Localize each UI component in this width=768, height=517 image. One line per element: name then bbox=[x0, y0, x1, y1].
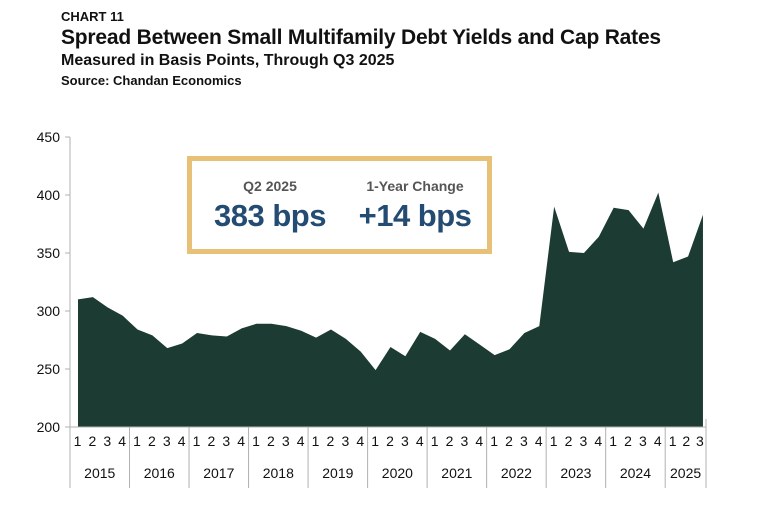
quarter-tick-label: 4 bbox=[237, 433, 245, 449]
quarter-tick-label: 3 bbox=[639, 433, 647, 449]
quarter-tick-label: 4 bbox=[178, 433, 186, 449]
quarter-tick-label: 2 bbox=[682, 433, 690, 449]
quarter-tick-label: 4 bbox=[297, 433, 305, 449]
year-tick-label: 2015 bbox=[84, 465, 115, 481]
callout-change: 1-Year Change +14 bps bbox=[340, 161, 490, 234]
quarter-tick-label: 1 bbox=[609, 433, 617, 449]
quarter-tick-label: 4 bbox=[118, 433, 126, 449]
quarter-tick-label: 3 bbox=[696, 433, 704, 449]
quarter-tick-label: 3 bbox=[460, 433, 468, 449]
y-tick-label: 400 bbox=[37, 187, 61, 203]
callout-change-value: +14 bps bbox=[358, 198, 472, 233]
year-tick-label: 2019 bbox=[322, 465, 353, 481]
chart-subtitle: Measured in Basis Points, Through Q3 202… bbox=[61, 52, 395, 69]
year-tick-label: 2024 bbox=[620, 465, 651, 481]
callout-current: Q2 2025 383 bps bbox=[195, 161, 345, 234]
quarter-tick-label: 1 bbox=[193, 433, 201, 449]
quarter-tick-label: 2 bbox=[565, 433, 573, 449]
chart-source: Source: Chandan Economics bbox=[61, 73, 242, 88]
quarter-tick-label: 2 bbox=[267, 433, 275, 449]
quarter-tick-label: 4 bbox=[356, 433, 364, 449]
callout-box: Q2 2025 383 bps 1-Year Change +14 bps bbox=[187, 156, 492, 254]
quarter-tick-label: 1 bbox=[74, 433, 82, 449]
quarter-tick-label: 1 bbox=[431, 433, 439, 449]
quarter-tick-label: 2 bbox=[208, 433, 216, 449]
quarter-tick-label: 4 bbox=[475, 433, 483, 449]
year-tick-label: 2022 bbox=[501, 465, 532, 481]
quarter-tick-label: 3 bbox=[520, 433, 528, 449]
chart-title: Spread Between Small Multifamily Debt Yi… bbox=[61, 26, 661, 49]
area-layer bbox=[77, 192, 704, 427]
y-tick-label: 250 bbox=[37, 361, 61, 377]
quarter-tick-label: 4 bbox=[594, 433, 602, 449]
quarter-tick-label: 2 bbox=[88, 433, 96, 449]
year-tick-label: 2018 bbox=[263, 465, 294, 481]
chart-label: CHART 11 bbox=[61, 9, 124, 24]
quarter-tick-label: 4 bbox=[416, 433, 424, 449]
year-tick-label: 2025 bbox=[670, 465, 701, 481]
quarter-tick-label: 2 bbox=[505, 433, 513, 449]
quarter-tick-label: 1 bbox=[490, 433, 498, 449]
year-tick-label: 2016 bbox=[144, 465, 175, 481]
quarter-tick-label: 3 bbox=[222, 433, 230, 449]
quarter-tick-label: 4 bbox=[535, 433, 543, 449]
y-tick-label: 300 bbox=[37, 303, 61, 319]
quarter-tick-label: 3 bbox=[341, 433, 349, 449]
quarter-tick-label: 1 bbox=[371, 433, 379, 449]
quarter-tick-label: 1 bbox=[133, 433, 141, 449]
quarter-tick-label: 1 bbox=[550, 433, 558, 449]
quarter-tick-label: 3 bbox=[282, 433, 290, 449]
quarter-tick-label: 1 bbox=[312, 433, 320, 449]
quarter-tick-label: 3 bbox=[580, 433, 588, 449]
quarter-tick-label: 2 bbox=[327, 433, 335, 449]
quarter-tick-label: 3 bbox=[103, 433, 111, 449]
quarter-tick-label: 2 bbox=[446, 433, 454, 449]
callout-change-label: 1-Year Change bbox=[366, 178, 464, 194]
quarter-tick-label: 3 bbox=[163, 433, 171, 449]
spread-area bbox=[78, 192, 703, 427]
y-tick-label: 200 bbox=[37, 419, 61, 435]
year-tick-label: 2017 bbox=[203, 465, 234, 481]
quarter-tick-label: 3 bbox=[401, 433, 409, 449]
year-tick-label: 2021 bbox=[441, 465, 472, 481]
quarter-tick-label: 1 bbox=[252, 433, 260, 449]
quarter-tick-label: 4 bbox=[654, 433, 662, 449]
quarter-tick-label: 2 bbox=[624, 433, 632, 449]
y-tick-label: 350 bbox=[37, 245, 61, 261]
year-tick-label: 2023 bbox=[560, 465, 591, 481]
quarter-tick-label: 1 bbox=[669, 433, 677, 449]
year-tick-label: 2020 bbox=[382, 465, 413, 481]
quarter-tick-label: 2 bbox=[148, 433, 156, 449]
callout-current-value: 383 bps bbox=[214, 198, 326, 233]
callout-current-label: Q2 2025 bbox=[243, 178, 297, 194]
y-tick-label: 450 bbox=[37, 129, 61, 145]
quarter-tick-label: 2 bbox=[386, 433, 394, 449]
